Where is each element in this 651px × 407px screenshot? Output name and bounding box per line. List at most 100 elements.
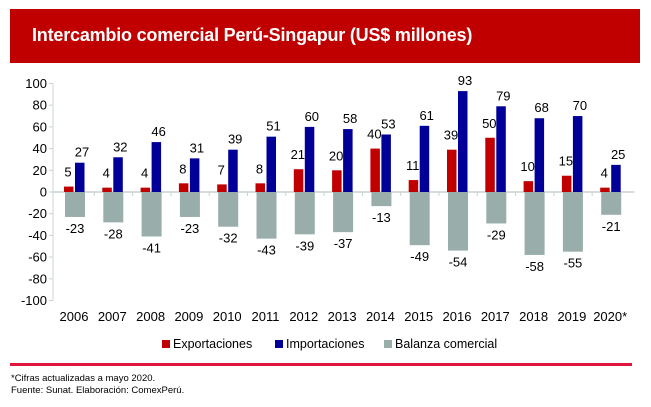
title-bar: Intercambio comercial Perú-Singapur (US$… <box>10 9 640 63</box>
bar-exports <box>64 186 74 192</box>
data-label-balance: -39 <box>295 238 314 253</box>
footer-divider <box>10 363 632 366</box>
x-tick-label: 2007 <box>98 309 127 324</box>
y-tick-label: 80 <box>33 98 47 113</box>
bar-imports <box>534 118 545 192</box>
bar-balance <box>562 192 583 252</box>
bar-exports <box>600 187 610 192</box>
y-tick-label: -60 <box>28 250 47 265</box>
data-label-balance: -23 <box>66 221 85 236</box>
bar-imports <box>266 136 276 192</box>
data-label-imports: 61 <box>419 108 433 123</box>
data-label-imports: 68 <box>534 100 548 115</box>
data-label-balance: -43 <box>257 243 276 258</box>
bar-imports <box>381 134 391 192</box>
data-label-exports: 8 <box>256 161 263 176</box>
y-tick-label: 0 <box>40 185 47 200</box>
data-label-exports: 10 <box>520 159 534 174</box>
data-label-exports: 4 <box>601 166 608 181</box>
x-tick-label: 2016 <box>443 309 472 324</box>
x-tick-label: 2017 <box>481 309 510 324</box>
bar-imports <box>304 126 315 192</box>
data-label-imports: 46 <box>151 124 165 139</box>
x-tick-label: 2014 <box>366 309 395 324</box>
data-label-exports: 11 <box>406 158 420 173</box>
bar-imports <box>496 106 506 192</box>
data-label-balance: -41 <box>142 240 161 255</box>
x-tick-label: 2009 <box>174 309 203 324</box>
y-tick-label: -80 <box>28 271 47 286</box>
data-label-balance: -37 <box>334 236 353 251</box>
data-label-balance: -21 <box>602 219 621 234</box>
bar-balance <box>141 192 162 237</box>
data-label-exports: 4 <box>103 166 110 181</box>
y-tick-label: 100 <box>25 76 47 91</box>
data-label-imports: 58 <box>343 111 357 126</box>
bar-imports <box>228 149 238 192</box>
bar-balance <box>333 192 354 233</box>
bar-balance <box>601 192 622 215</box>
x-tick-label: 2018 <box>519 309 548 324</box>
data-label-exports: 5 <box>64 165 71 180</box>
data-label-balance: -58 <box>525 259 544 274</box>
x-tick-label: 2008 <box>136 309 165 324</box>
bar-balance <box>103 192 124 223</box>
bar-imports <box>458 91 468 192</box>
bar-balance <box>294 192 315 235</box>
y-tick-label: 60 <box>33 119 47 134</box>
legend-item-balance: Balanza comercial <box>384 337 497 351</box>
x-tick-label: 2010 <box>213 309 242 324</box>
bar-imports <box>572 116 583 192</box>
data-label-exports: 4 <box>141 166 148 181</box>
y-tick-label: -40 <box>28 228 47 243</box>
bar-balance <box>179 192 200 217</box>
data-label-imports: 39 <box>228 132 242 147</box>
bar-imports <box>419 125 430 192</box>
data-label-balance: -49 <box>410 249 429 264</box>
y-tick-label: -100 <box>21 293 47 308</box>
data-label-balance: -28 <box>104 226 123 241</box>
data-label-exports: 7 <box>218 162 225 177</box>
bar-balance <box>65 192 85 217</box>
bar-chart: 100 80 60 40 20 0 -20 -40 -60 -80 -100 -23 5 27 2006 -2… <box>21 73 635 324</box>
bar-exports <box>255 183 265 192</box>
data-label-exports: 20 <box>329 148 343 163</box>
bar-imports <box>343 129 353 192</box>
legend-label-balance: Balanza comercial <box>395 337 498 351</box>
data-label-imports: 51 <box>266 119 280 134</box>
bar-imports <box>75 162 85 192</box>
bar-exports <box>523 181 534 192</box>
bar-balance <box>371 192 392 207</box>
data-label-imports: 79 <box>496 88 510 103</box>
data-label-balance: -29 <box>487 227 506 242</box>
x-tick-label: 2011 <box>252 309 280 324</box>
legend-label-exports: Exportaciones <box>173 337 253 351</box>
bar-exports <box>332 170 342 192</box>
data-label-imports: 32 <box>113 139 127 154</box>
footnote-source: Fuente: Sunat. Elaboración: ComexPerú. <box>11 385 185 396</box>
bar-balance <box>486 192 507 224</box>
legend-swatch-balance <box>384 340 392 348</box>
data-label-balance: -13 <box>372 210 391 225</box>
bar-balance <box>218 192 239 227</box>
data-label-exports: 8 <box>179 161 186 176</box>
bar-exports <box>140 187 151 192</box>
data-label-exports: 21 <box>291 147 305 162</box>
data-label-exports: 15 <box>559 154 573 169</box>
y-tick-label: 20 <box>33 163 47 178</box>
bar-exports <box>293 169 304 192</box>
data-label-exports: 39 <box>444 128 458 143</box>
bar-imports <box>611 164 621 192</box>
chart-title: Intercambio comercial Perú-Singapur (US$… <box>32 25 473 45</box>
bar-balance <box>524 192 545 255</box>
bar-imports <box>151 142 162 192</box>
bar-exports <box>561 175 572 192</box>
data-label-imports: 53 <box>381 116 395 131</box>
bar-exports <box>408 180 419 192</box>
bar-exports <box>370 148 380 192</box>
data-label-imports: 31 <box>190 140 204 155</box>
legend-item-imports: Importaciones <box>275 337 365 351</box>
bar-balance <box>409 192 430 246</box>
x-tick-label: 2015 <box>404 309 433 324</box>
bar-exports <box>217 184 227 192</box>
